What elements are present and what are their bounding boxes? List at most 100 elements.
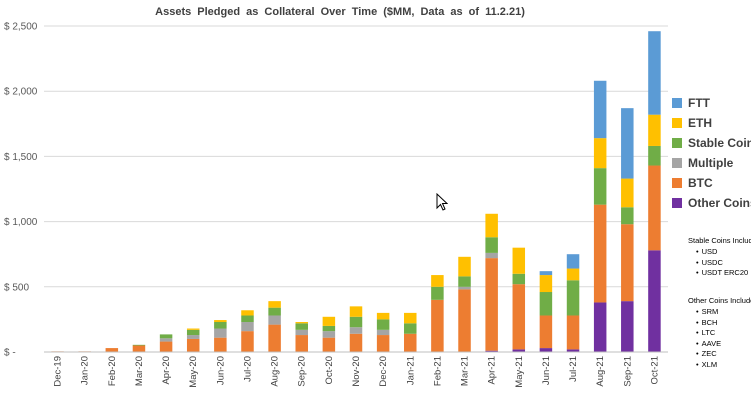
bar-btc-apr-20 xyxy=(159,341,173,352)
legend-label-stable-coins: Stable Coins xyxy=(688,136,751,150)
x-tick-label: Nov-20 xyxy=(351,356,362,387)
bars xyxy=(51,31,661,352)
bar-eth-feb-21 xyxy=(431,275,444,287)
other-coins-note: Other Coins Include: SRM BCH LTC AAVE ZE… xyxy=(688,296,751,370)
bar-btc-jan-21 xyxy=(404,333,417,352)
bar-eth-jan-21 xyxy=(404,312,417,324)
x-tick-label: Oct-20 xyxy=(324,356,335,385)
bar-btc-sep-21 xyxy=(621,224,634,302)
y-axis-ticks: $ - $ 500 $ 1,000 $ 1,500 $ 2,000 $ 2,500 xyxy=(4,22,38,359)
bar-stable-coins-jul-20 xyxy=(241,315,254,323)
bar-multiple-may-20 xyxy=(186,335,200,339)
y-tick-label: $ 1,500 xyxy=(4,152,38,163)
x-tick-label: May-20 xyxy=(188,356,199,388)
bar-btc-may-20 xyxy=(186,338,200,352)
bar-eth-apr-21 xyxy=(485,213,498,238)
legend-swatch-ftt xyxy=(672,98,682,108)
legend-label-multiple: Multiple xyxy=(688,156,734,170)
bar-multiple-mar-21 xyxy=(458,286,471,290)
bar-multiple-dec-20 xyxy=(376,329,390,336)
bar-stable-coins-aug-20 xyxy=(268,307,281,316)
bar-other-coins-jul-21 xyxy=(566,349,580,352)
bar-eth-jun-21 xyxy=(539,275,553,293)
bar-stable-coins-sep-20 xyxy=(295,323,308,330)
bar-eth-dec-20 xyxy=(376,312,390,320)
bar-stable-coins-jul-21 xyxy=(566,280,580,316)
legend-item-stable-coins: Stable Coins xyxy=(672,136,751,156)
bar-btc-jul-21 xyxy=(566,315,580,350)
bar-multiple-nov-20 xyxy=(349,327,363,334)
chart-title: Assets Pledged as Collateral Over Time (… xyxy=(155,6,525,18)
x-tick-label: Jul-20 xyxy=(242,356,253,382)
x-tick-label: Sep-20 xyxy=(297,356,308,387)
chart-legend: FTT ETH Stable Coins Multiple BTC Other … xyxy=(672,96,751,216)
bar-multiple-apr-20 xyxy=(159,338,173,342)
legend-item-eth: ETH xyxy=(672,116,751,136)
bar-other-coins-sep-21 xyxy=(621,301,634,352)
bar-stable-coins-aug-21 xyxy=(593,168,607,205)
x-tick-label: Jun-21 xyxy=(541,356,552,385)
bar-other-coins-may-21 xyxy=(512,349,526,352)
x-tick-label: Dec-20 xyxy=(378,356,389,387)
bar-stable-coins-feb-21 xyxy=(431,286,444,300)
y-tick-label: $ 500 xyxy=(4,282,29,293)
mouse-pointer-icon xyxy=(436,193,448,211)
legend-label-ftt: FTT xyxy=(688,96,710,110)
list-item: USD xyxy=(696,247,751,258)
bar-btc-oct-20 xyxy=(322,337,336,352)
bar-btc-may-21 xyxy=(512,284,526,350)
legend-swatch-btc xyxy=(672,178,682,188)
other-coins-list: SRM BCH LTC AAVE ZEC XLM xyxy=(688,307,751,370)
list-item: LTC xyxy=(696,328,751,339)
bar-eth-sep-21 xyxy=(621,178,634,208)
other-coins-note-title: Other Coins Include: xyxy=(688,296,751,305)
x-tick-label: Jun-20 xyxy=(215,356,226,385)
bar-multiple-aug-20 xyxy=(268,315,281,325)
bar-stable-coins-jan-21 xyxy=(404,323,417,334)
bar-btc-jun-21 xyxy=(539,315,553,349)
bar-multiple-apr-21 xyxy=(485,252,498,259)
bar-stable-coins-jun-20 xyxy=(214,322,227,329)
bar-btc-jun-20 xyxy=(214,337,227,352)
bar-stable-coins-dec-20 xyxy=(376,319,390,330)
list-item: BCH xyxy=(696,318,751,329)
bar-ftt-jul-21 xyxy=(566,254,580,269)
list-item: USDC xyxy=(696,258,751,269)
bar-eth-jul-20 xyxy=(241,310,254,316)
bar-other-coins-oct-21 xyxy=(648,250,661,352)
stable-coins-note-title: Stable Coins Include: xyxy=(688,236,751,245)
bar-eth-aug-20 xyxy=(268,301,281,308)
y-tick-label: $ 2,000 xyxy=(4,87,38,98)
bar-stable-coins-apr-21 xyxy=(485,237,498,253)
bar-eth-nov-20 xyxy=(349,306,363,317)
bar-multiple-sep-20 xyxy=(295,329,308,336)
bar-stable-coins-mar-20 xyxy=(132,344,146,346)
list-item: XLM xyxy=(696,360,751,371)
bar-btc-mar-20 xyxy=(132,345,146,352)
x-tick-label: Dec-19 xyxy=(53,356,64,387)
stable-coins-note: Stable Coins Include: USD USDC USDT ERC2… xyxy=(688,236,751,279)
legend-item-other-coins: Other Coins xyxy=(672,196,751,216)
bar-eth-aug-21 xyxy=(593,138,607,169)
legend-label-btc: BTC xyxy=(688,176,713,190)
bar-other-coins-apr-21 xyxy=(485,350,498,352)
bar-multiple-jun-20 xyxy=(214,328,227,338)
bar-stable-coins-may-20 xyxy=(186,329,200,336)
bar-stable-coins-oct-21 xyxy=(648,145,661,166)
bar-eth-may-21 xyxy=(512,247,526,274)
x-tick-label: Jan-21 xyxy=(405,356,416,385)
bar-eth-sep-20 xyxy=(295,322,308,324)
legend-item-multiple: Multiple xyxy=(672,156,751,176)
legend-swatch-other-coins xyxy=(672,198,682,208)
bar-stable-coins-oct-20 xyxy=(322,325,336,332)
bar-eth-oct-20 xyxy=(322,316,336,326)
bar-ftt-sep-21 xyxy=(621,108,634,179)
legend-swatch-multiple xyxy=(672,158,682,168)
x-tick-label: Apr-20 xyxy=(161,356,172,385)
list-item: AAVE xyxy=(696,339,751,350)
y-tick-label: $ 1,000 xyxy=(4,217,38,228)
bar-eth-mar-21 xyxy=(458,256,471,277)
bar-btc-apr-21 xyxy=(485,258,498,351)
legend-item-btc: BTC xyxy=(672,176,751,196)
